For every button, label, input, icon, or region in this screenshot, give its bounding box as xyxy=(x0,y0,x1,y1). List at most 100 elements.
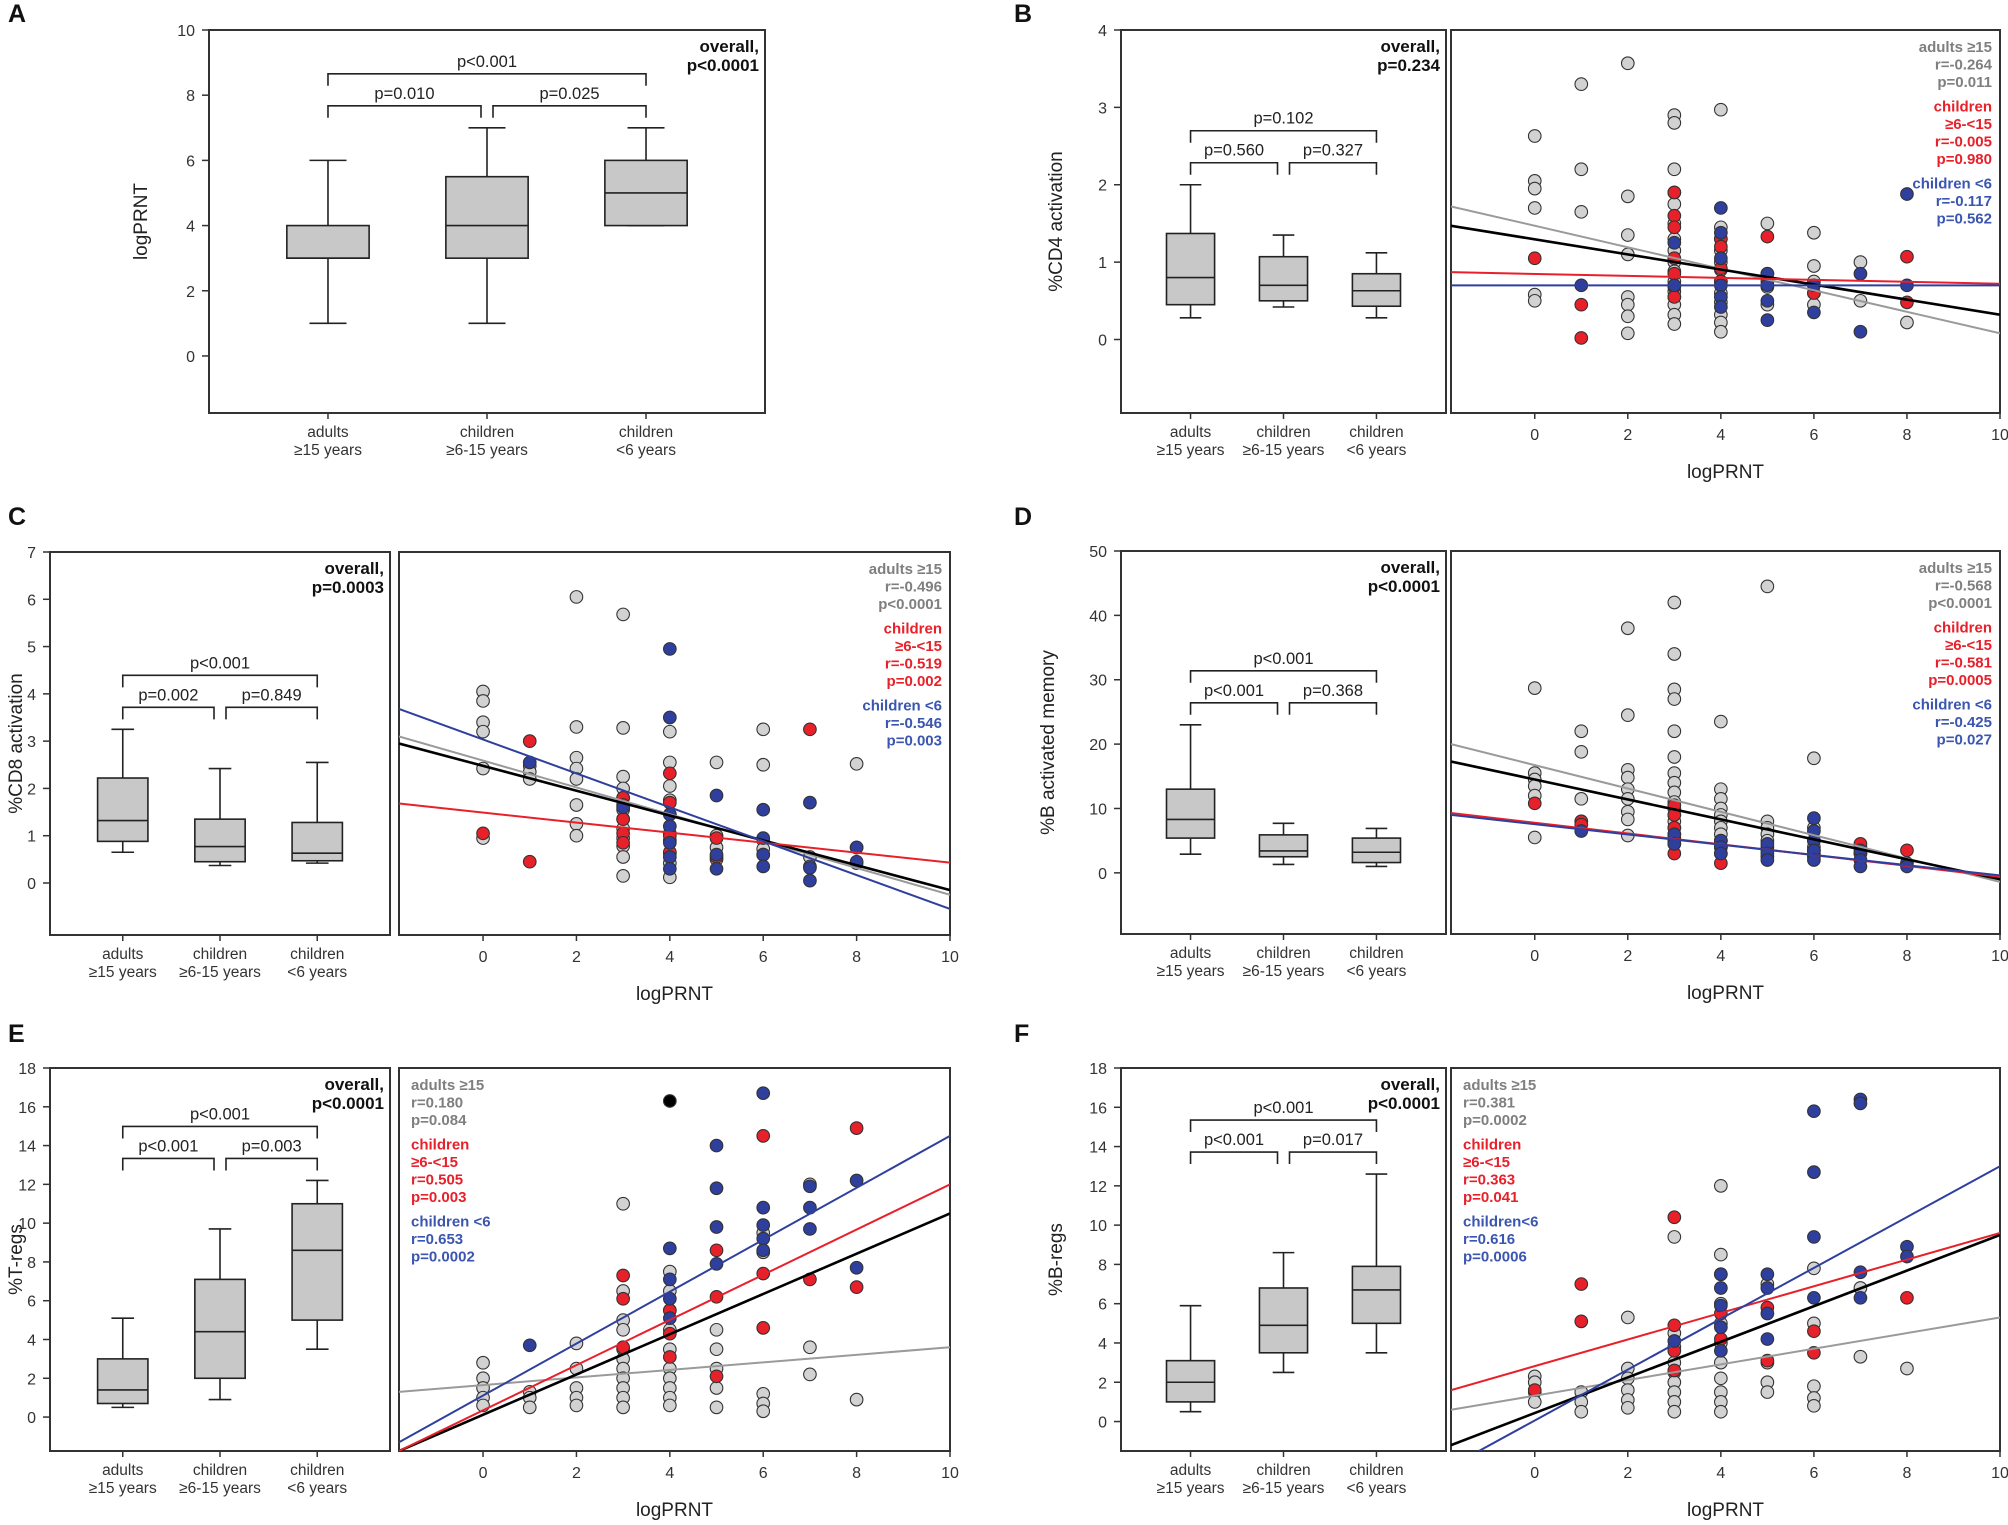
panel-letter: C xyxy=(8,503,26,531)
comparison-bracket xyxy=(327,72,647,86)
data-point xyxy=(1853,1349,1868,1364)
data-point xyxy=(803,1367,817,1382)
data-point xyxy=(1713,1247,1728,1262)
data-point xyxy=(1667,197,1682,211)
data-point xyxy=(569,798,584,812)
x-axis-label: logPRNT xyxy=(1687,983,1764,1004)
x-tick-label: 6 xyxy=(759,949,768,966)
boxplot-frame xyxy=(49,551,391,936)
comparison-bracket xyxy=(327,104,482,118)
y-axis-label: %T-regs xyxy=(6,1224,27,1295)
y-tick-label: 18 xyxy=(1089,1061,1107,1078)
comparison-bracket xyxy=(121,1157,215,1171)
data-point xyxy=(1574,77,1589,92)
data-point xyxy=(1574,331,1589,345)
data-point xyxy=(1853,255,1868,269)
stats-text: children <6 xyxy=(1912,176,1992,193)
y-tick-label: 4 xyxy=(27,1332,36,1349)
category-label: ≥6-15 years xyxy=(179,1480,261,1497)
y-tick-label: 1 xyxy=(27,829,36,846)
data-point xyxy=(1900,315,1914,330)
data-point xyxy=(1667,290,1682,304)
y-tick-label: 4 xyxy=(1098,23,1107,40)
data-point xyxy=(1620,228,1635,242)
comparison-pvalue: p=0.025 xyxy=(539,85,599,103)
box-1 xyxy=(1165,1359,1216,1403)
data-point xyxy=(1713,1320,1728,1335)
category-label: <6 years xyxy=(287,964,347,981)
category-label: children xyxy=(1256,1462,1310,1479)
boxplot-frame xyxy=(1120,550,1447,935)
x-tick-label: 6 xyxy=(1809,1465,1818,1482)
data-point xyxy=(849,756,864,771)
data-point xyxy=(569,1398,584,1413)
comparison-bracket xyxy=(121,674,319,688)
data-point xyxy=(616,1268,630,1283)
data-point xyxy=(1760,293,1775,308)
data-point xyxy=(1667,647,1682,661)
x-tick-label: 8 xyxy=(1902,427,1911,444)
data-point xyxy=(849,1392,864,1407)
data-point xyxy=(616,1196,630,1211)
category-label: children xyxy=(1349,424,1403,441)
category-label: ≥6-15 years xyxy=(446,442,528,459)
y-tick-label: 10 xyxy=(1089,801,1107,818)
regression-line-adults xyxy=(1451,1316,2000,1411)
stats-text: p=0.0006 xyxy=(1463,1249,1527,1266)
data-point xyxy=(1667,317,1682,331)
data-point xyxy=(1620,812,1635,827)
stats-text: children xyxy=(411,1137,469,1154)
comparison-pvalue: p=0.003 xyxy=(242,1137,302,1155)
comparison-pvalue: p<0.001 xyxy=(190,654,250,672)
data-point xyxy=(522,854,537,869)
y-tick-label: 18 xyxy=(18,1061,36,1078)
comparison-bracket xyxy=(225,706,319,720)
y-tick-label: 14 xyxy=(1089,1140,1107,1157)
box-1 xyxy=(96,1358,149,1405)
data-point xyxy=(1713,1355,1728,1370)
data-point xyxy=(1760,313,1775,328)
category-label: children xyxy=(1349,1462,1403,1479)
comparison-pvalue: p=0.102 xyxy=(1253,110,1313,128)
data-point xyxy=(476,826,490,841)
stats-text: children<6 xyxy=(1463,1214,1538,1231)
stats-text: r=0.363 xyxy=(1463,1172,1515,1189)
data-point xyxy=(1760,1306,1775,1321)
data-point xyxy=(1807,1379,1821,1394)
y-axis-label: %B-regs xyxy=(1046,1223,1067,1296)
y-tick-label: 6 xyxy=(186,153,195,170)
data-point xyxy=(476,694,490,708)
stats-text: p=0.011 xyxy=(1937,74,1992,91)
stats-text: r=-0.519 xyxy=(885,656,942,673)
data-point xyxy=(662,642,677,656)
scatter-frame xyxy=(1450,29,2001,414)
category-label: adults xyxy=(102,1462,144,1479)
x-tick-label: 4 xyxy=(665,1465,674,1482)
data-point xyxy=(1667,115,1682,130)
data-point xyxy=(756,1404,771,1419)
data-point xyxy=(1667,162,1682,177)
stats-text: p=0.003 xyxy=(887,733,942,750)
comparison-pvalue: p<0.001 xyxy=(1204,1131,1264,1149)
y-tick-label: 10 xyxy=(1089,1218,1107,1235)
data-point xyxy=(1900,843,1914,858)
overall-pvalue: p<0.0001 xyxy=(1368,577,1440,596)
comparison-bracket xyxy=(1189,1151,1279,1165)
x-tick-label: 2 xyxy=(572,1465,581,1482)
data-point xyxy=(709,1342,724,1357)
data-point xyxy=(709,755,724,770)
x-tick-label: 6 xyxy=(759,1465,768,1482)
data-point xyxy=(662,1350,677,1364)
category-label: children xyxy=(290,1462,344,1479)
data-point xyxy=(756,1218,771,1232)
category-label: children xyxy=(619,424,673,441)
box-1 xyxy=(96,777,149,843)
box-3 xyxy=(1351,1265,1402,1325)
stats-text: children xyxy=(1934,620,1992,637)
data-point xyxy=(662,1241,677,1256)
data-point xyxy=(1713,239,1728,254)
scatter-frame xyxy=(398,1067,951,1452)
data-point xyxy=(662,779,677,793)
y-tick-label: 14 xyxy=(18,1139,36,1156)
data-point xyxy=(1900,1290,1914,1305)
